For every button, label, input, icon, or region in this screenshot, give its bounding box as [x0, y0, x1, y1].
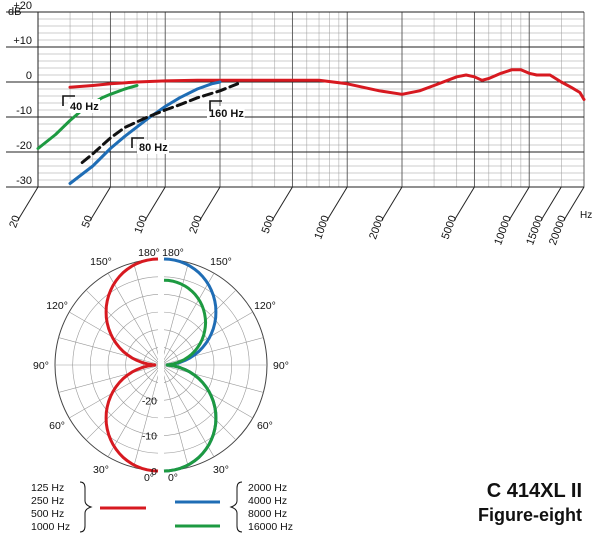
polar-spoke — [160, 289, 237, 366]
x-tick-mark — [199, 186, 221, 221]
polar-angle-label: 90° — [273, 360, 289, 372]
polar-angle-label: 60° — [257, 420, 273, 432]
x-tick-mark — [540, 186, 562, 221]
callout-bg — [207, 106, 245, 120]
callout-bracket — [62, 95, 75, 106]
x-tick-label: 10000 — [492, 214, 514, 247]
polar-angle-label: 0° — [144, 472, 154, 484]
polar-curve-0 — [104, 257, 159, 473]
legend-brace-left — [79, 481, 93, 533]
polar-spoke — [85, 289, 162, 366]
polar-angle-label: 180° — [138, 247, 160, 259]
x-tick-label: 500 — [260, 214, 278, 235]
x-tick-mark — [89, 186, 111, 221]
x-tick-mark — [326, 186, 348, 221]
y-axis-label: dB — [8, 6, 21, 18]
polar-angle-label: 30° — [93, 464, 109, 476]
x-tick-mark — [563, 186, 585, 221]
polar-curve-2 — [163, 278, 218, 473]
polar-angle-label: 180° — [162, 247, 184, 259]
polar-spoke — [107, 364, 162, 457]
x-tick-label: 2000 — [367, 214, 387, 241]
callout-bg — [137, 140, 169, 154]
polar-spoke — [133, 364, 162, 468]
polar-spoke — [160, 311, 253, 366]
y-tick-label: -30 — [16, 175, 32, 187]
polar-radial-label: 0 — [151, 466, 157, 478]
x-tick-label: 20000 — [547, 214, 569, 247]
x-tick-label: 20 — [7, 214, 22, 230]
response-curve-3 — [80, 82, 240, 164]
polar-spoke — [160, 364, 253, 419]
x-tick-mark — [508, 186, 530, 221]
legend-freq-left: 125 Hz — [31, 482, 64, 494]
legend-freq-right: 4000 Hz — [248, 495, 287, 507]
legend-brace-right — [229, 481, 243, 533]
x-tick-mark — [453, 186, 475, 221]
polar-angle-label: 30° — [213, 464, 229, 476]
y-tick-label: +20 — [13, 0, 32, 12]
response-curve-0 — [68, 68, 586, 101]
polar-spoke — [160, 364, 237, 441]
x-tick-label: 15000 — [524, 214, 546, 247]
polar-angle-label: 120° — [254, 300, 276, 312]
polar-spoke — [160, 337, 264, 366]
legend-freq-left: 500 Hz — [31, 508, 64, 520]
model-name: C 414XL II — [486, 480, 582, 502]
polar-angle-label: 120° — [46, 300, 68, 312]
x-tick-label: 50 — [80, 214, 95, 230]
polar-radial-label: -10 — [142, 431, 157, 443]
legend-freq-right: 8000 Hz — [248, 508, 287, 520]
legend-freq-right: 16000 Hz — [248, 521, 293, 533]
y-tick-label: -20 — [16, 140, 32, 152]
legend-freq-right: 2000 Hz — [248, 482, 287, 494]
polar-angle-label: 90° — [33, 360, 49, 372]
x-tick-label: 1000 — [312, 214, 332, 241]
x-tick-mark — [144, 186, 166, 221]
polar-spoke — [69, 364, 162, 419]
polar-angle-label: 60° — [49, 420, 65, 432]
x-tick-mark — [381, 186, 403, 221]
legend-freq-left: 1000 Hz — [31, 521, 70, 533]
polar-spoke — [160, 262, 189, 366]
polar-spoke — [133, 262, 162, 366]
y-tick-label: -10 — [16, 105, 32, 117]
polar-spoke — [160, 273, 215, 366]
polar-spoke — [85, 364, 162, 441]
pattern-name: Figure-eight — [478, 505, 582, 525]
callout-label: 80 Hz — [139, 142, 168, 154]
callout-bracket — [209, 100, 222, 111]
y-tick-label: 0 — [26, 70, 32, 82]
polar-spoke — [69, 311, 162, 366]
polar-spoke — [58, 337, 162, 366]
x-tick-label: 5000 — [440, 214, 460, 241]
callout-bracket — [131, 137, 144, 148]
callout-label: 160 Hz — [209, 108, 244, 120]
polar-angle-label: 0° — [168, 472, 178, 484]
frequency-response-chart: dB+20 +10 0 -10 -20 -30 20 50 100 200 500 1000 2000 5… — [6, 0, 592, 247]
polar-spoke — [107, 273, 162, 366]
callout-label: 40 Hz — [70, 101, 99, 113]
x-tick-label: 100 — [132, 214, 150, 235]
polar-angle-label: 150° — [90, 256, 112, 268]
x-axis-unit: Hz — [580, 210, 592, 221]
polar-pattern-chart: 180° 180° 150° 150° 120° 120° 90° 90° 60° 60° 30° 3… — [33, 247, 289, 484]
y-tick-label: +10 — [13, 35, 32, 47]
x-tick-label: 200 — [187, 214, 205, 235]
polar-spoke — [160, 364, 215, 457]
callout-bg — [68, 99, 100, 113]
legend-freq-left: 250 Hz — [31, 495, 64, 507]
x-tick-mark — [271, 186, 293, 221]
polar-spoke — [160, 364, 264, 393]
x-tick-mark — [17, 186, 39, 221]
polar-radial-label: -20 — [142, 395, 157, 407]
polar-spoke — [58, 364, 162, 393]
polar-spoke — [160, 364, 189, 468]
polar-angle-label: 150° — [210, 256, 232, 268]
polar-divider — [158, 251, 164, 479]
